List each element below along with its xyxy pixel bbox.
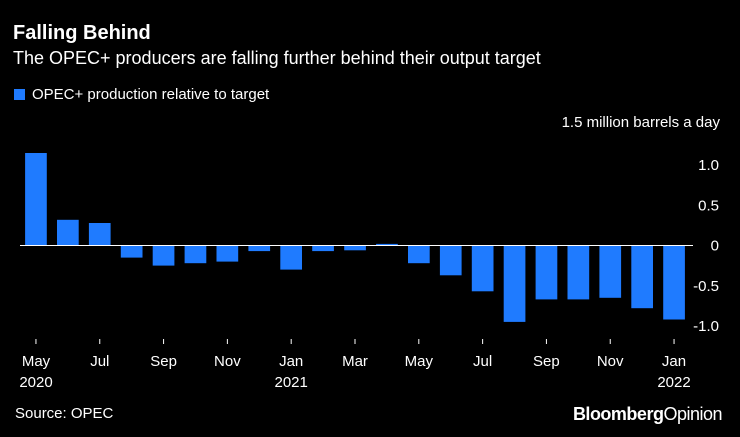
x-tick-label: Mar	[342, 353, 368, 370]
y-tick-label: 1.0	[698, 157, 719, 174]
bar	[25, 153, 47, 246]
bar	[599, 245, 622, 298]
chart-legend: OPEC+ production relative to target	[14, 86, 269, 103]
legend-swatch	[14, 89, 25, 100]
bar	[57, 219, 79, 246]
x-tick-label: Nov	[214, 353, 241, 370]
bar	[503, 245, 526, 322]
bar	[280, 245, 302, 270]
bar	[152, 245, 175, 266]
x-tick-label: Sep	[533, 353, 560, 370]
brand-suffix: Opinion	[663, 404, 722, 424]
x-tick-label: May	[405, 353, 434, 370]
brand-name: Bloomberg	[572, 404, 664, 424]
y-tick-label: -0.5	[693, 278, 719, 295]
bar	[408, 245, 430, 264]
bar	[312, 245, 334, 252]
bar	[567, 245, 590, 300]
bar	[439, 245, 462, 276]
x-tick-year-label: 2020	[19, 374, 52, 391]
x-tick-label: May	[22, 353, 51, 370]
source-note: Source: OPEC	[15, 405, 114, 422]
bar	[184, 245, 207, 264]
x-tick-year-label: 2022	[657, 374, 690, 391]
bar	[120, 245, 143, 258]
bar	[88, 223, 111, 246]
bar	[216, 245, 239, 262]
bar	[376, 243, 398, 246]
brand-logo: BloombergOpinion	[572, 404, 723, 425]
x-tick-label: Jul	[90, 353, 109, 370]
x-tick-label: Nov	[597, 353, 624, 370]
bar	[631, 245, 653, 309]
bar	[248, 245, 271, 252]
legend-label: OPEC+ production relative to target	[32, 86, 270, 103]
x-tick-label: Sep	[150, 353, 177, 370]
bar	[663, 245, 685, 320]
x-tick-label: Jan	[662, 353, 686, 370]
x-tick-label: Jul	[473, 353, 492, 370]
chart-subtitle: The OPEC+ producers are falling further …	[13, 48, 541, 68]
chart-title: Falling Behind	[13, 22, 151, 44]
y-tick-label: -1.0	[693, 318, 719, 335]
y-tick-label: 0	[711, 238, 719, 255]
bar	[471, 245, 494, 292]
x-tick-year-label: 2021	[275, 374, 308, 391]
bar	[344, 245, 366, 251]
bar	[535, 245, 558, 300]
y-axis-unit-label: 1.5 million barrels a day	[561, 114, 720, 131]
y-tick-label: 0.5	[698, 197, 719, 214]
x-tick-label: Jan	[279, 353, 303, 370]
